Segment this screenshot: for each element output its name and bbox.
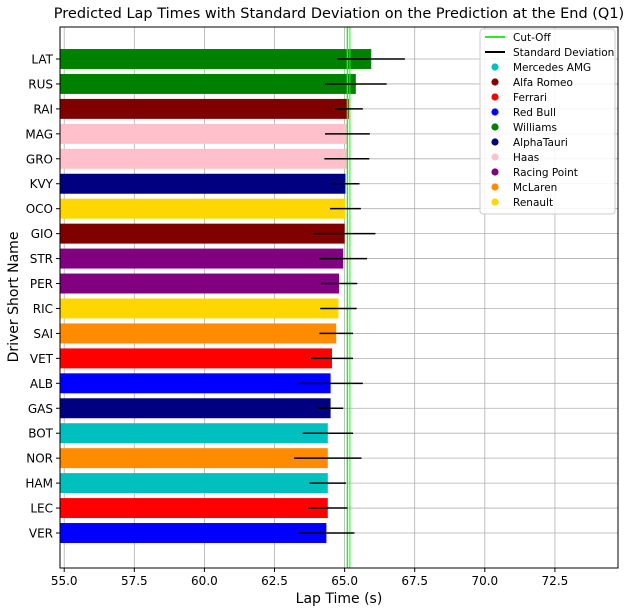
bar-kvy (60, 173, 346, 194)
y-tick-label-ham: HAM (25, 477, 53, 491)
y-tick-label-ver: VER (29, 527, 53, 541)
cutoff-line (346, 27, 351, 568)
y-tick-label-alb: ALB (30, 377, 53, 391)
x-tick-label: 65.0 (331, 574, 358, 588)
plot-frame (59, 26, 619, 569)
y-tick-label-kvy: KVY (30, 177, 54, 191)
x-ticks: 55.0 57.5 60.0 62.5 65.0 67.5 70.0 72.5 (51, 568, 568, 588)
y-tick-label-gas: GAS (28, 402, 53, 416)
y-tick-label-mag: MAG (25, 127, 53, 141)
y-tick-label-per: PER (30, 277, 53, 291)
x-tick-label: 70.0 (471, 574, 498, 588)
y-axis-label: Driver Short Name (6, 232, 22, 363)
y-tick-label-vet: VET (30, 352, 54, 366)
bar-str (60, 248, 344, 269)
legend-label-mclaren: McLaren (513, 182, 557, 194)
x-tick-label: 72.5 (542, 574, 569, 588)
x-tick-label: 62.5 (261, 574, 288, 588)
bar-nor (60, 448, 328, 469)
y-tick-label-rus: RUS (28, 77, 53, 91)
legend: Cut-Off Standard Deviation Mercedes AMG A… (479, 28, 616, 215)
legend-marker-alfa-romeo (491, 78, 499, 86)
legend-marker-haas (491, 153, 499, 161)
x-tick-label: 67.5 (401, 574, 428, 588)
legend-label-williams: Williams (513, 122, 557, 134)
y-tick-label-rai: RAI (33, 102, 53, 116)
legend-label-alphatauri: AlphaTauri (513, 137, 568, 149)
bar-gro (60, 148, 347, 169)
bar-rus (60, 73, 356, 94)
bar-ver (60, 523, 327, 543)
x-tick-label: 55.0 (51, 574, 78, 588)
y-ticks: VER LEC HAM NOR BOT GAS ALB VET SAI RIC PER STR GIO O… (25, 53, 60, 541)
bar-gio (60, 223, 345, 244)
error-bars (294, 58, 405, 534)
y-tick-label-nor: NOR (26, 452, 53, 466)
legend-marker-ferrari (491, 93, 499, 101)
legend-marker-red-bull (491, 108, 499, 116)
bar-bot (60, 423, 328, 444)
legend-marker-mclaren (491, 183, 499, 191)
legend-cutoff-label: Cut-Off (513, 32, 551, 44)
legend-label-racing-point: Racing Point (513, 167, 578, 179)
y-tick-label-lec: LEC (30, 502, 53, 516)
bar-ric (60, 298, 339, 319)
bar-mag (60, 123, 348, 144)
legend-label-mercedes-amg: Mercedes AMG (513, 62, 591, 74)
y-tick-label-gro: GRO (26, 152, 53, 166)
bar-lec (60, 498, 328, 519)
bar-vet (60, 348, 332, 369)
y-tick-label-str: STR (30, 252, 53, 266)
y-tick-label-bot: BOT (28, 427, 53, 441)
y-tick-label-sai: SAI (33, 327, 53, 341)
x-tick-label: 57.5 (121, 574, 148, 588)
legend-box (479, 28, 616, 215)
legend-std-label: Standard Deviation (513, 47, 614, 59)
x-axis-label: Lap Time (s) (296, 591, 383, 607)
y-tick-label-gio: GIO (31, 227, 53, 241)
legend-label-haas: Haas (513, 152, 539, 164)
bars (60, 49, 372, 543)
legend-marker-mercedes-amg (491, 63, 499, 71)
legend-marker-williams (491, 123, 499, 131)
bar-oco (60, 198, 346, 219)
bar-gas (60, 398, 331, 419)
y-tick-label-lat: LAT (31, 53, 53, 67)
legend-marker-renault (491, 198, 499, 206)
legend-marker-racing-point (491, 168, 499, 176)
bar-alb (60, 373, 331, 394)
legend-label-alfa-romeo: Alfa Romeo (513, 77, 573, 89)
legend-label-renault: Renault (513, 197, 553, 209)
bar-sai (60, 323, 337, 344)
y-tick-label-oco: OCO (26, 202, 53, 216)
legend-label-red-bull: Red Bull (513, 107, 556, 119)
legend-label-ferrari: Ferrari (513, 92, 547, 104)
chart-title: Predicted Lap Times with Standard Deviat… (54, 6, 624, 22)
bar-rai (60, 98, 349, 119)
bar-lat (60, 49, 372, 69)
bar-ham (60, 473, 328, 494)
x-tick-label: 60.0 (191, 574, 218, 588)
bar-per (60, 273, 339, 294)
legend-teams: Mercedes AMG Alfa Romeo Ferrari Red Bull Wil… (491, 62, 591, 209)
y-tick-label-ric: RIC (33, 302, 53, 316)
legend-marker-alphatauri (491, 138, 499, 146)
